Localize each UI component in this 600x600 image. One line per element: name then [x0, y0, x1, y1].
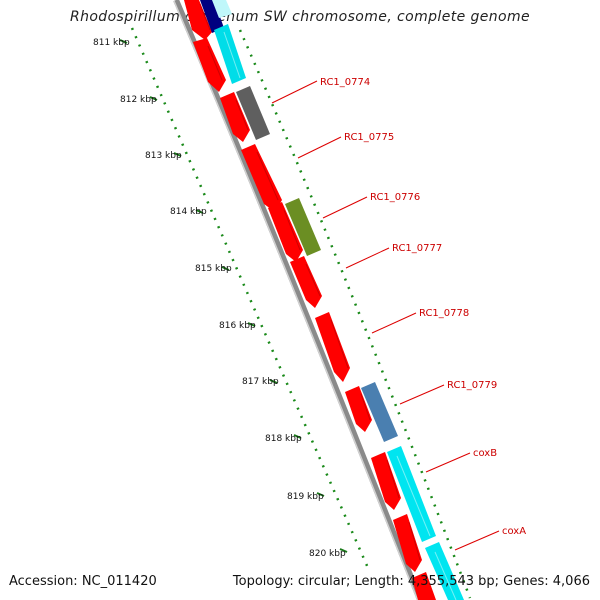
- ruler-inner: [130, 27, 370, 569]
- tick-label: 820 kbp: [309, 549, 346, 559]
- cds-arrow-reverse: [184, 0, 212, 40]
- cyan-feature: [214, 24, 246, 84]
- gene-label-coxa: coxA: [502, 526, 526, 537]
- cyan-feature: [425, 542, 464, 600]
- tick-label: 814 kbp: [170, 207, 207, 217]
- gene-label-rc1-0774: RC1_0774: [320, 77, 370, 88]
- ruler-outer: [238, 29, 472, 599]
- accession-text: Accession: NC_011420: [9, 574, 157, 589]
- gray-feature: [236, 86, 270, 140]
- cds-arrow-reverse: [345, 386, 372, 432]
- tick-label: 815 kbp: [195, 264, 232, 274]
- tick-label: 818 kbp: [265, 434, 302, 444]
- label-leaders: [271, 80, 500, 551]
- tick-marks: [119, 39, 348, 553]
- cds-arrow-reverse: [290, 256, 322, 308]
- gene-label-rc1-0776: RC1_0776: [370, 192, 420, 203]
- gene-label-rc1-0775: RC1_0775: [344, 132, 394, 143]
- gene-labels: RC1_0774 RC1_0775 RC1_0776 RC1_0777 RC1_…: [320, 77, 526, 537]
- tick-label: 813 kbp: [145, 151, 182, 161]
- reverse-strand-features: [184, 0, 436, 600]
- genome-summary-text: Topology: circular; Length: 4,355,543 bp…: [232, 574, 590, 589]
- cds-arrow-reverse: [412, 572, 436, 600]
- navy-feature: [200, 0, 224, 33]
- cyan-feature: [387, 446, 436, 542]
- steel-blue-feature: [361, 382, 398, 442]
- tick-label: 811 kbp: [93, 38, 130, 48]
- gene-label-rc1-0777: RC1_0777: [392, 243, 442, 254]
- gene-label-rc1-0778: RC1_0778: [419, 308, 469, 319]
- cds-arrow-reverse: [315, 312, 350, 382]
- cds-arrow-reverse: [371, 452, 401, 510]
- cds-arrow-reverse: [193, 38, 226, 92]
- tick-label: 812 kbp: [120, 95, 157, 105]
- cds-arrow-reverse: [220, 92, 250, 142]
- cyan-feature-light: [212, 0, 232, 18]
- gene-label-rc1-0779: RC1_0779: [447, 380, 497, 391]
- cds-arrow-reverse: [393, 514, 422, 572]
- chromosome-backbone-highlight: [173, 0, 419, 600]
- cds-arrow-reverse: [268, 202, 303, 262]
- forward-strand-features: [200, 0, 464, 600]
- cds-arrow-reverse: [241, 144, 282, 212]
- tick-labels: 811 kbp 812 kbp 813 kbp 814 kbp 815 kbp …: [93, 38, 346, 559]
- tick-label: 819 kbp: [287, 492, 324, 502]
- olive-feature: [285, 198, 321, 256]
- tick-label: 817 kbp: [242, 377, 279, 387]
- gene-label-coxb: coxB: [473, 448, 497, 459]
- tick-label: 816 kbp: [219, 321, 256, 331]
